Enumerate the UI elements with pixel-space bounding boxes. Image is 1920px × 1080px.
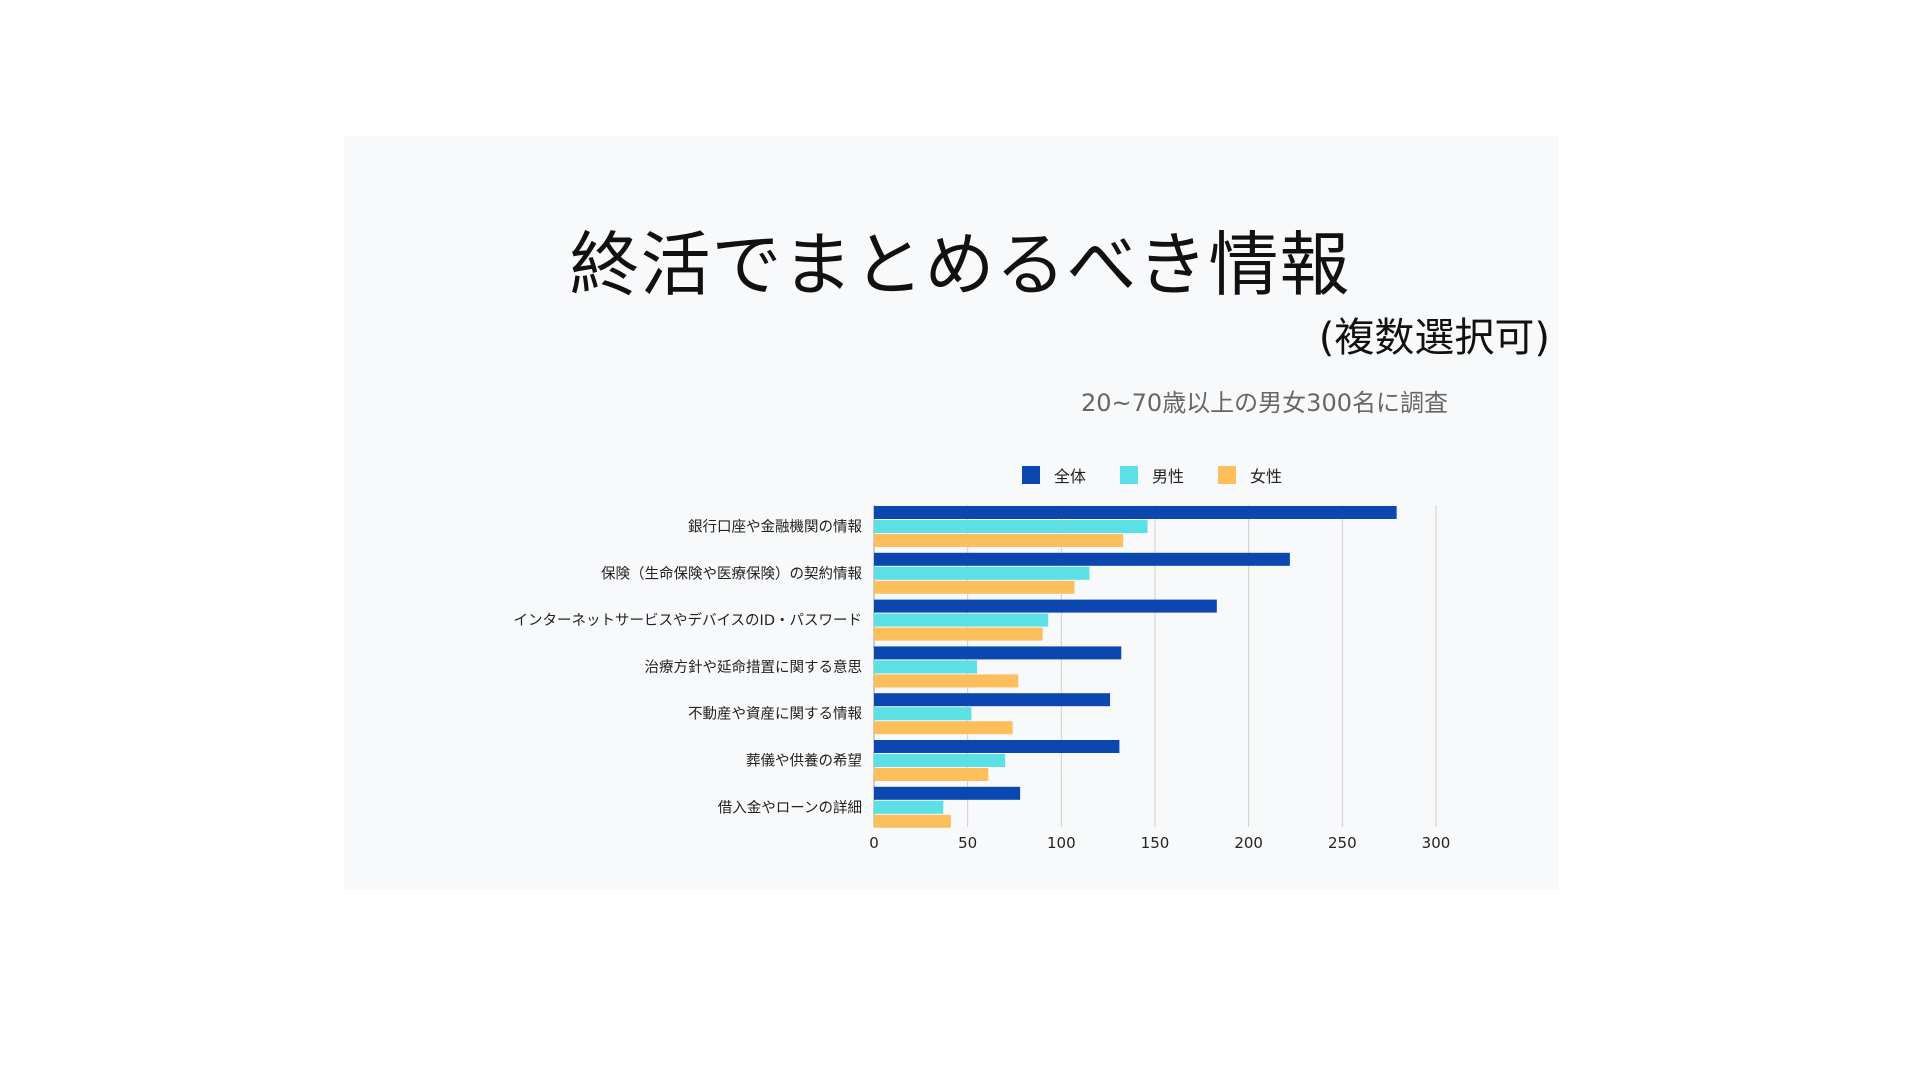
bar-female-2	[874, 627, 1043, 641]
bar-male-2	[874, 613, 1049, 627]
legend-item-female: 女性	[1218, 463, 1282, 487]
category-label-0: 銀行口座や金融機関の情報	[688, 519, 862, 536]
bar-all-4	[874, 693, 1111, 707]
bar-female-3	[874, 674, 1019, 688]
label-layer: 0 50 100 150 200 250 300 銀行口座や金融機関の情報保険（生命保険や医療…	[513, 519, 1450, 853]
bar-all-6	[874, 786, 1021, 800]
legend-item-male: 男性	[1120, 463, 1184, 487]
x-tick-label-150: 150	[1141, 834, 1170, 852]
page-title: 終活でまとめるべき情報	[569, 224, 1351, 306]
bar-female-0	[874, 534, 1124, 547]
bar-layer	[874, 506, 1397, 828]
bar-male-0	[874, 520, 1148, 533]
category-label-1: 保険（生命保険や医療保険）の契約情報	[601, 564, 862, 582]
legend-label-female: 女性	[1250, 467, 1283, 486]
bar-male-4	[874, 707, 972, 721]
bar-female-6	[874, 814, 951, 828]
bar-all-1	[874, 552, 1290, 566]
bar-all-3	[874, 646, 1122, 660]
x-tick-label-250: 250	[1328, 834, 1357, 852]
chart-legend: 全体 男性 女性	[1022, 463, 1316, 487]
bar-male-3	[874, 660, 978, 674]
legend-swatch-female	[1218, 466, 1237, 484]
bar-all-0	[874, 506, 1397, 519]
x-tick-label-0: 0	[869, 834, 879, 852]
category-label-3: 治療方針や延命措置に関する意思	[645, 658, 863, 676]
bar-all-2	[874, 599, 1217, 613]
legend-label-male: 男性	[1152, 467, 1185, 486]
bar-all-5	[874, 740, 1120, 753]
page-subtitle: (複数選択可)	[1318, 315, 1550, 361]
bar-male-5	[874, 754, 1006, 767]
bar-female-4	[874, 721, 1013, 735]
bar-female-1	[874, 580, 1075, 594]
x-tick-label-50: 50	[958, 834, 977, 852]
legend-item-all: 全体	[1022, 463, 1086, 487]
survey-note: 20~70歳以上の男女300名に調査	[1081, 389, 1448, 417]
category-label-5: 葬儀や供養の希望	[746, 752, 862, 770]
x-tick-label-200: 200	[1234, 834, 1263, 852]
x-tick-label-300: 300	[1422, 834, 1451, 852]
bar-male-1	[874, 566, 1090, 580]
bar-male-6	[874, 800, 944, 814]
legend-swatch-all	[1022, 466, 1040, 484]
category-label-6: 借入金やローンの詳細	[718, 799, 862, 816]
bar-female-5	[874, 768, 989, 781]
category-label-2: インターネットサービスやデバイスのID・パスワード	[513, 611, 862, 629]
x-tick-label-100: 100	[1047, 834, 1076, 852]
legend-swatch-male	[1120, 466, 1139, 484]
legend-label-all: 全体	[1054, 467, 1087, 486]
category-label-4: 不動産や資産に関する情報	[688, 706, 862, 723]
